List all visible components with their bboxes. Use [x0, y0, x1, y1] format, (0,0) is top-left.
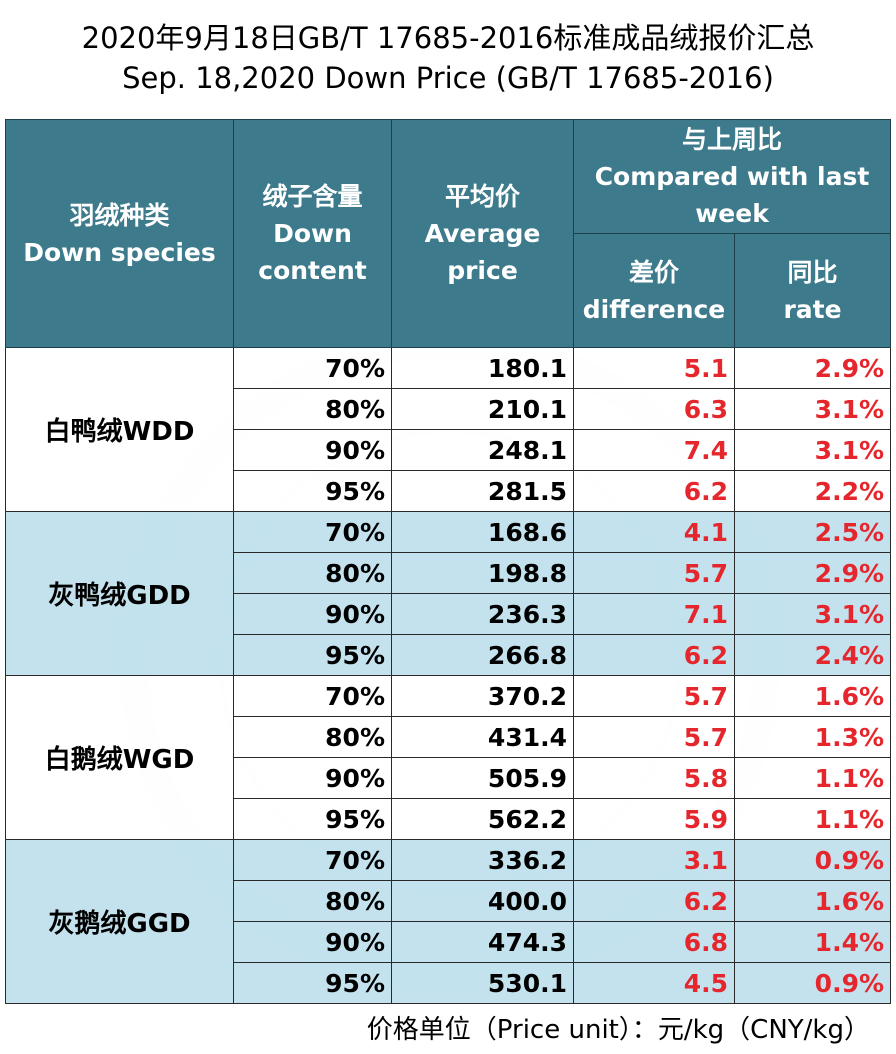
average-price-cell: 236.3: [391, 593, 574, 635]
header-compared-last-week: 与上周比 Compared with last week: [572, 119, 892, 234]
difference-cell: 5.7: [573, 716, 735, 758]
down-content-cell: 70%: [233, 675, 392, 717]
average-price-cell: 505.9: [391, 757, 574, 799]
table-row: 95% 281.5 6.2 2.2%: [6, 470, 892, 512]
header-difference: 差价 difference: [573, 233, 735, 348]
species-cell: 灰鹅绒GGD: [5, 839, 234, 1004]
difference-cell: 6.2: [573, 634, 735, 676]
rate-cell: 0.9%: [733, 839, 892, 881]
table-row: 90% 474.3 6.8 1.4%: [6, 921, 892, 963]
rate-cell: 2.9%: [733, 347, 892, 389]
difference-cell: 5.1: [573, 347, 735, 389]
down-content-cell: 95%: [233, 470, 392, 512]
rate-cell: 1.4%: [733, 921, 892, 963]
difference-cell: 5.8: [573, 757, 735, 799]
difference-cell: 7.4: [573, 429, 735, 471]
species-cell: 灰鸭绒GDD: [5, 511, 234, 676]
average-price-cell: 370.2: [391, 675, 574, 717]
down-content-cell: 90%: [233, 921, 392, 963]
rate-cell: 1.6%: [733, 675, 892, 717]
average-price-cell: 474.3: [391, 921, 574, 963]
rate-cell: 1.3%: [733, 716, 892, 758]
table-row: 灰鸭绒GDD 70% 168.6 4.1 2.5%: [5, 511, 892, 676]
table-row: 90% 236.3 7.1 3.1%: [6, 593, 892, 635]
difference-cell: 6.2: [573, 470, 735, 512]
rate-cell: 1.1%: [733, 757, 892, 799]
header-down-content: 绒子含量 Down content: [233, 119, 392, 348]
rate-cell: 1.1%: [733, 798, 892, 840]
table-row: 90% 505.9 5.8 1.1%: [6, 757, 892, 799]
down-content-cell: 70%: [233, 511, 392, 553]
difference-cell: 7.1: [573, 593, 735, 635]
rate-cell: 3.1%: [733, 429, 892, 471]
header-rate: 同比 rate: [733, 233, 892, 348]
table-row: 80% 210.1 6.3 3.1%: [6, 388, 892, 430]
difference-cell: 6.8: [573, 921, 735, 963]
species-cell: 白鹅绒WGD: [5, 675, 234, 840]
down-content-cell: 95%: [233, 962, 392, 1004]
down-content-cell: 95%: [233, 798, 392, 840]
average-price-cell: 562.2: [391, 798, 574, 840]
table-row: 80% 400.0 6.2 1.6%: [6, 880, 892, 922]
difference-cell: 4.1: [573, 511, 735, 553]
average-price-cell: 336.2: [391, 839, 574, 881]
rate-cell: 3.1%: [733, 593, 892, 635]
down-content-cell: 80%: [233, 388, 392, 430]
rate-cell: 2.9%: [733, 552, 892, 594]
difference-cell: 6.3: [573, 388, 735, 430]
rate-cell: 0.9%: [733, 962, 892, 1004]
average-price-cell: 266.8: [391, 634, 574, 676]
average-price-cell: 248.1: [391, 429, 574, 471]
average-price-cell: 168.6: [391, 511, 574, 553]
table-row: 90% 248.1 7.4 3.1%: [6, 429, 892, 471]
down-price-table: 羽绒种类 Down species 绒子含量 Down content 平均价 …: [5, 119, 892, 1004]
down-content-cell: 80%: [233, 552, 392, 594]
table-row: 白鹅绒WGD 70% 370.2 5.7 1.6%: [5, 675, 892, 840]
table-row: 白鸭绒WDD 70% 180.1 5.1 2.9%: [5, 347, 892, 512]
difference-cell: 6.2: [573, 880, 735, 922]
difference-cell: 3.1: [573, 839, 735, 881]
down-content-cell: 90%: [233, 429, 392, 471]
rate-cell: 1.6%: [733, 880, 892, 922]
average-price-cell: 400.0: [391, 880, 574, 922]
table-row: 95% 530.1 4.5 0.9%: [6, 962, 892, 1004]
table-row: 95% 266.8 6.2 2.4%: [6, 634, 892, 676]
average-price-cell: 180.1: [391, 347, 574, 389]
difference-cell: 5.9: [573, 798, 735, 840]
table-row: 80% 431.4 5.7 1.3%: [6, 716, 892, 758]
rate-cell: 3.1%: [733, 388, 892, 430]
average-price-cell: 198.8: [391, 552, 574, 594]
rate-cell: 2.5%: [733, 511, 892, 553]
down-content-cell: 70%: [233, 839, 392, 881]
down-content-cell: 90%: [233, 757, 392, 799]
price-unit-note: 价格单位（Price unit）：元/kg（CNY/kg）: [366, 1015, 870, 1045]
down-content-cell: 80%: [233, 880, 392, 922]
header-average-price: 平均价 Average price: [391, 119, 574, 348]
table-row: 95% 562.2 5.9 1.1%: [6, 798, 892, 840]
average-price-cell: 431.4: [391, 716, 574, 758]
down-content-cell: 90%: [233, 593, 392, 635]
difference-cell: 5.7: [573, 675, 735, 717]
down-content-cell: 95%: [233, 634, 392, 676]
average-price-cell: 530.1: [391, 962, 574, 1004]
title-english: Sep. 18,2020 Down Price (GB/T 17685-2016…: [122, 61, 774, 95]
rate-cell: 2.2%: [733, 470, 892, 512]
down-content-cell: 80%: [233, 716, 392, 758]
average-price-cell: 281.5: [391, 470, 574, 512]
down-content-cell: 70%: [233, 347, 392, 389]
table-row: 80% 198.8 5.7 2.9%: [6, 552, 892, 594]
difference-cell: 4.5: [573, 962, 735, 1004]
title-chinese: 2020年9月18日GB/T 17685-2016标准成品绒报价汇总: [81, 21, 815, 55]
difference-cell: 5.7: [573, 552, 735, 594]
price-table-body: 白鸭绒WDD 70% 180.1 5.1 2.9% 80% 210.1 6.3 3.1% 90% 2…: [5, 347, 892, 1004]
species-cell: 白鸭绒WDD: [5, 347, 234, 512]
table-row: 灰鹅绒GGD 70% 336.2 3.1 0.9%: [5, 839, 892, 1004]
header-down-species: 羽绒种类 Down species: [5, 119, 234, 348]
rate-cell: 2.4%: [733, 634, 892, 676]
average-price-cell: 210.1: [391, 388, 574, 430]
